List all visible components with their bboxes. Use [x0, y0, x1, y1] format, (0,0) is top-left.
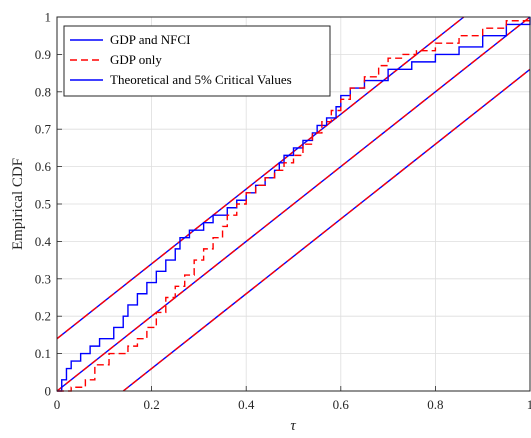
- theoretical-line-dashed: [56, 16, 531, 392]
- legend-box: [63, 25, 331, 97]
- y-tick-label: 0.5: [35, 197, 51, 212]
- y-tick-label: 0.3: [35, 271, 51, 286]
- y-tick-label: 1: [45, 10, 52, 25]
- plot-lines: [56, 16, 531, 392]
- upper-critical-line-dashed: [56, 16, 465, 340]
- x-axis-ticks: 0 0.2 0.4 0.6 0.8 1: [54, 386, 531, 412]
- y-tick-label: 0: [45, 384, 52, 399]
- x-tick-label: 0.6: [333, 397, 350, 412]
- y-tick-label: 0.8: [35, 84, 51, 99]
- legend-label-gdp-only: GDP only: [110, 52, 162, 67]
- y-tick-label: 0.6: [35, 159, 52, 174]
- x-tick-label: 0.8: [427, 397, 443, 412]
- legend: GDP and NFCI GDP only Theoretical and 5%…: [63, 25, 331, 97]
- x-tick-label: 0: [54, 397, 61, 412]
- x-tick-label: 1: [527, 397, 531, 412]
- y-axis-label: Empirical CDF: [10, 158, 26, 250]
- y-axis-ticks: 0 0.1 0.2 0.3 0.4 0.5 0.6 0.7 0.8 0.9 1: [35, 10, 62, 399]
- series-gdp-only-line: [57, 17, 531, 392]
- lower-critical-line-dashed: [122, 68, 531, 392]
- y-tick-label: 0.4: [35, 234, 52, 249]
- y-tick-label: 0.1: [35, 346, 51, 361]
- y-tick-label: 0.9: [35, 47, 51, 62]
- legend-label-gdp-nfci: GDP and NFCI: [110, 32, 190, 47]
- x-tick-label: 0.2: [143, 397, 159, 412]
- y-tick-label: 0.7: [35, 122, 52, 137]
- x-axis-label: τ: [290, 418, 296, 434]
- y-tick-label: 0.2: [35, 309, 51, 324]
- x-tick-label: 0.4: [238, 397, 255, 412]
- legend-label-theoretical: Theoretical and 5% Critical Values: [110, 72, 292, 87]
